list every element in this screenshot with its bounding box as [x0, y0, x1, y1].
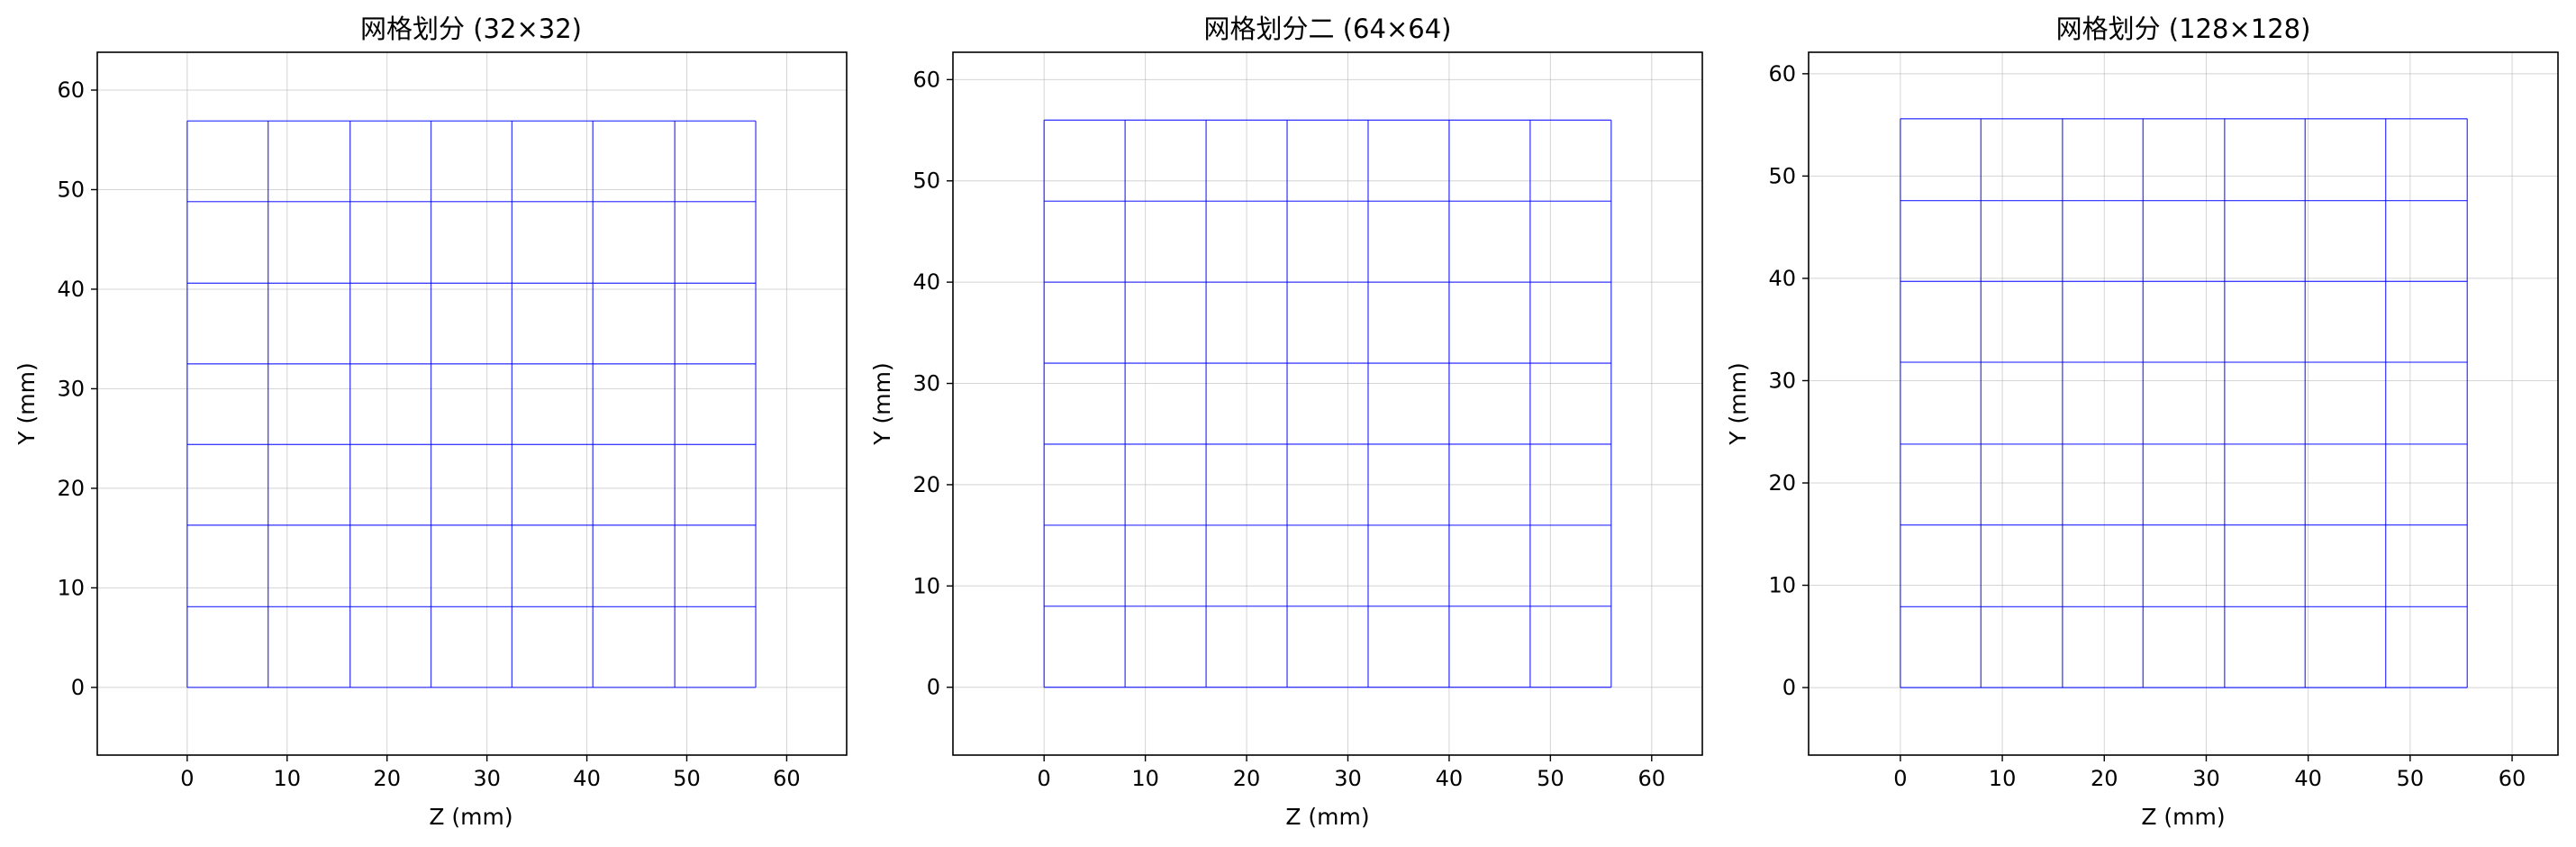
x-tick-label: 40 — [2294, 766, 2322, 791]
y-axis-label: Y (mm) — [1725, 362, 1751, 445]
y-tick-label: 0 — [1782, 675, 1796, 700]
y-tick-label: 0 — [71, 675, 85, 700]
x-tick-label: 10 — [273, 766, 301, 791]
y-tick-label: 40 — [1768, 266, 1796, 291]
y-axis-label: Y (mm) — [14, 362, 40, 445]
x-axis-label: Z (mm) — [2141, 804, 2225, 830]
x-tick-label: 30 — [473, 766, 501, 791]
y-tick-label: 30 — [912, 371, 940, 396]
y-tick-label: 40 — [57, 277, 85, 302]
mesh-panel-64: 网格划分二 (64×64) Z (mm) Y (mm) 0 10 20 30 40 50 6… — [869, 14, 1703, 830]
x-tick-label: 20 — [2091, 766, 2118, 791]
x-tick-label: 0 — [180, 766, 194, 791]
y-tick-label: 50 — [57, 177, 85, 202]
y-tick-label: 10 — [1768, 573, 1796, 598]
x-tick-label: 0 — [1038, 766, 1051, 791]
x-tick-label: 30 — [2192, 766, 2220, 791]
y-axis-label: Y (mm) — [869, 362, 895, 445]
mesh-panel-128: 网格划分 (128×128) Z (mm) Y (mm) 0 10 20 30 40 50… — [1725, 14, 2559, 830]
x-tick-label: 40 — [1436, 766, 1464, 791]
x-tick-label: 40 — [573, 766, 601, 791]
axes-frame — [96, 51, 848, 756]
x-tick-label: 60 — [1638, 766, 1666, 791]
x-tick-label: 0 — [1893, 766, 1907, 791]
y-tick-label: 30 — [57, 376, 85, 401]
x-tick-label: 10 — [1989, 766, 2017, 791]
x-tick-label: 50 — [673, 766, 701, 791]
x-tick-label: 60 — [2499, 766, 2526, 791]
x-tick-label: 60 — [773, 766, 801, 791]
y-tick-label: 40 — [912, 269, 940, 295]
y-tick-label: 20 — [912, 472, 940, 497]
panel-title: 网格划分 (128×128) — [2056, 14, 2311, 44]
x-tick-label: 50 — [1537, 766, 1565, 791]
y-tick-label: 30 — [1768, 368, 1796, 393]
axes-frame — [1808, 51, 2559, 756]
mesh-panel-32: 网格划分 (32×32) Z (mm) Y (mm) 0 10 20 30 40 50 60… — [14, 14, 848, 830]
y-tick-label: 0 — [927, 675, 940, 700]
y-tick-label: 50 — [912, 168, 940, 194]
x-axis-label: Z (mm) — [1285, 804, 1369, 830]
y-tick-label: 60 — [1768, 61, 1796, 87]
x-tick-label: 10 — [1131, 766, 1159, 791]
x-tick-label: 30 — [1334, 766, 1362, 791]
y-tick-label: 20 — [57, 476, 85, 501]
x-tick-label: 20 — [1233, 766, 1261, 791]
y-tick-label: 10 — [912, 573, 940, 598]
panel-title: 网格划分二 (64×64) — [1204, 14, 1452, 44]
y-tick-label: 50 — [1768, 163, 1796, 188]
y-tick-label: 60 — [912, 67, 940, 92]
y-tick-label: 10 — [57, 575, 85, 600]
y-tick-label: 20 — [1768, 470, 1796, 496]
x-tick-label: 50 — [2397, 766, 2425, 791]
x-axis-label: Z (mm) — [429, 804, 512, 830]
y-tick-label: 60 — [57, 77, 85, 103]
panel-title: 网格划分 (32×32) — [360, 14, 582, 44]
x-tick-label: 20 — [373, 766, 401, 791]
axes-frame — [952, 51, 1703, 756]
